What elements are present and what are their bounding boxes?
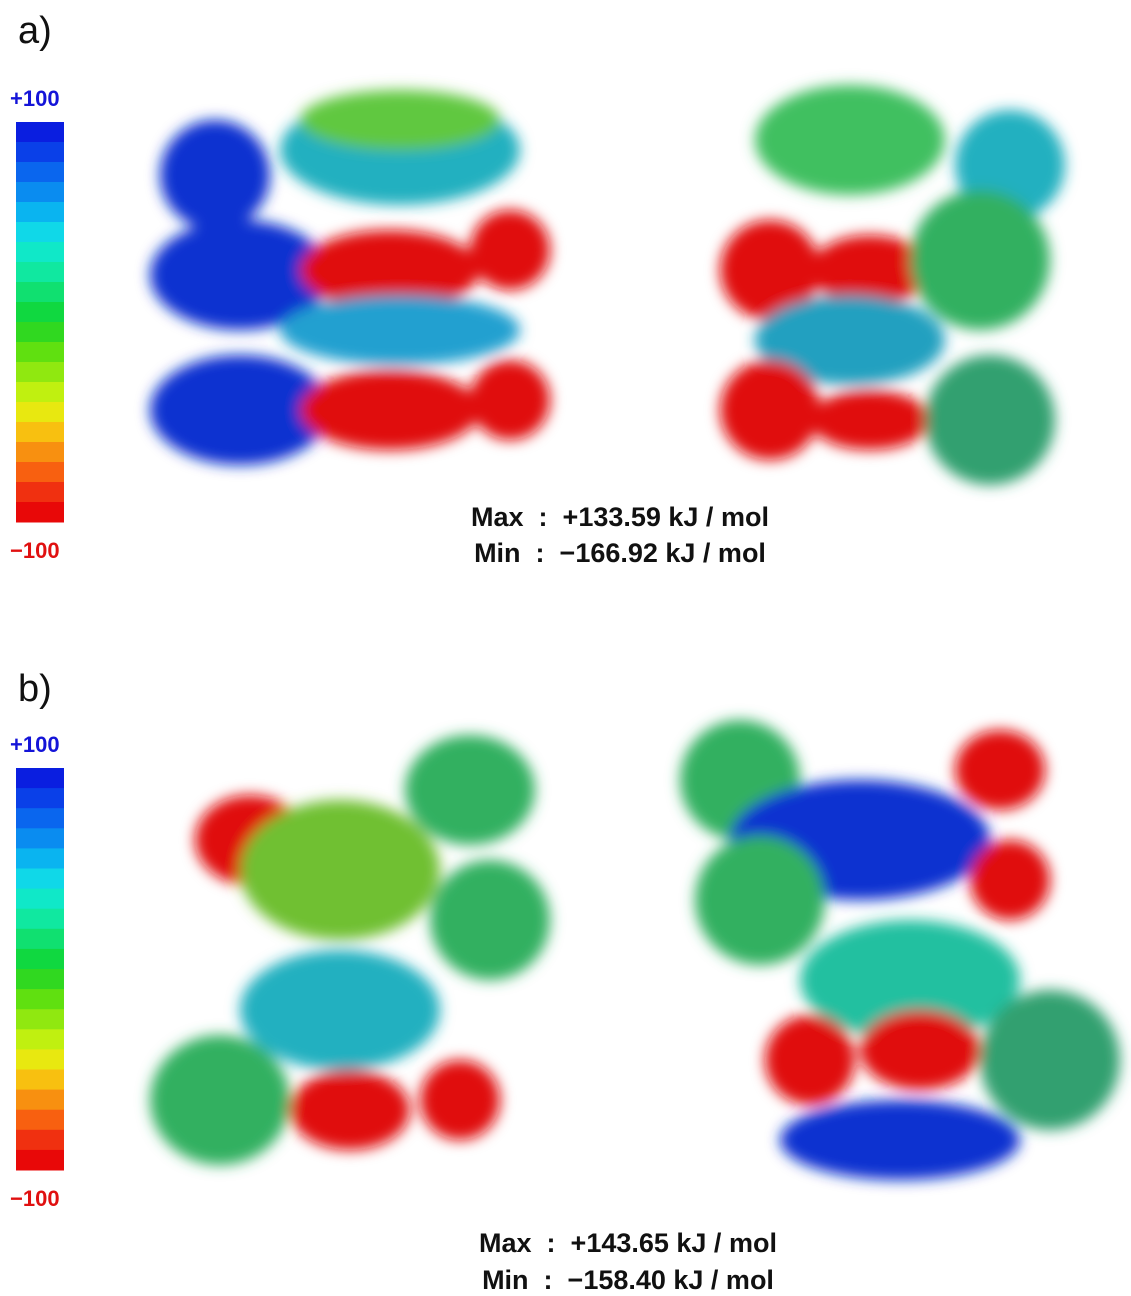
scale-max: +100: [10, 732, 60, 758]
color-band: [16, 282, 64, 303]
color-band: [16, 222, 64, 243]
surface-blob: [780, 1100, 1020, 1180]
panel-label: a): [18, 10, 52, 53]
color-band: [16, 1090, 64, 1111]
color-band: [16, 322, 64, 343]
color-band: [16, 808, 64, 829]
color-band: [16, 122, 64, 143]
surface-blob: [240, 950, 440, 1070]
color-band: [16, 342, 64, 363]
color-band: [16, 442, 64, 463]
color-band: [16, 1070, 64, 1091]
color-band: [16, 909, 64, 930]
color-band: [16, 422, 64, 443]
color-band: [16, 1009, 64, 1030]
surface-blob: [280, 295, 520, 365]
color-band: [16, 162, 64, 183]
color-band: [16, 262, 64, 283]
color-band: [16, 362, 64, 383]
color-band: [16, 202, 64, 223]
color-band: [16, 242, 64, 263]
color-band: [16, 302, 64, 323]
color-bars: [16, 122, 64, 1171]
color-band: [16, 1049, 64, 1070]
surface-blob: [910, 190, 1050, 330]
color-band: [16, 989, 64, 1010]
molecular-surfaces: [150, 85, 1120, 1180]
color-band: [16, 788, 64, 809]
page: a) +100 −100 Max : +133.59 kJ / mol Min …: [0, 0, 1131, 1294]
color-band: [16, 1029, 64, 1050]
color-band: [16, 182, 64, 203]
color-band: [16, 1150, 64, 1171]
color-band: [16, 768, 64, 789]
scale-min: −100: [10, 538, 60, 564]
min-value: Min : −158.40 kJ / mol: [328, 1265, 928, 1296]
scale-max: +100: [10, 86, 60, 112]
color-band: [16, 482, 64, 503]
max-value: Max : +133.59 kJ / mol: [320, 502, 920, 533]
color-band: [16, 889, 64, 910]
color-band: [16, 1130, 64, 1151]
surface-blob: [470, 360, 550, 440]
surface-blob: [720, 360, 820, 460]
surface-blob: [470, 210, 550, 290]
figure: [0, 0, 1131, 1294]
surface-blob: [860, 1010, 980, 1090]
color-band: [16, 828, 64, 849]
surface-blob: [765, 1015, 855, 1105]
max-value: Max : +143.65 kJ / mol: [328, 1228, 928, 1259]
surface-blob: [955, 730, 1045, 810]
color-band: [16, 969, 64, 990]
surface-blob: [695, 835, 825, 965]
surface-blob: [980, 990, 1120, 1130]
surface-blob: [810, 390, 930, 450]
surface-blob: [755, 85, 945, 195]
panel-label: b): [18, 668, 52, 711]
color-band: [16, 142, 64, 163]
surface-blob: [300, 370, 480, 450]
surface-blob: [420, 1060, 500, 1140]
scale-min: −100: [10, 1186, 60, 1212]
color-band: [16, 869, 64, 890]
surface-blob: [970, 840, 1050, 920]
color-band: [16, 382, 64, 403]
color-band: [16, 848, 64, 869]
surface-blob: [290, 1070, 410, 1150]
surface-blob: [240, 800, 440, 940]
color-band: [16, 402, 64, 423]
color-band: [16, 502, 64, 523]
color-band: [16, 929, 64, 950]
surface-blob: [925, 355, 1055, 485]
surface-blob: [300, 90, 500, 150]
surface-blob: [430, 860, 550, 980]
color-band: [16, 462, 64, 483]
min-value: Min : −166.92 kJ / mol: [320, 538, 920, 569]
color-band: [16, 949, 64, 970]
surface-blob: [160, 120, 270, 230]
surface-blob: [405, 735, 535, 845]
surface-blob: [150, 1035, 290, 1165]
color-band: [16, 1110, 64, 1131]
